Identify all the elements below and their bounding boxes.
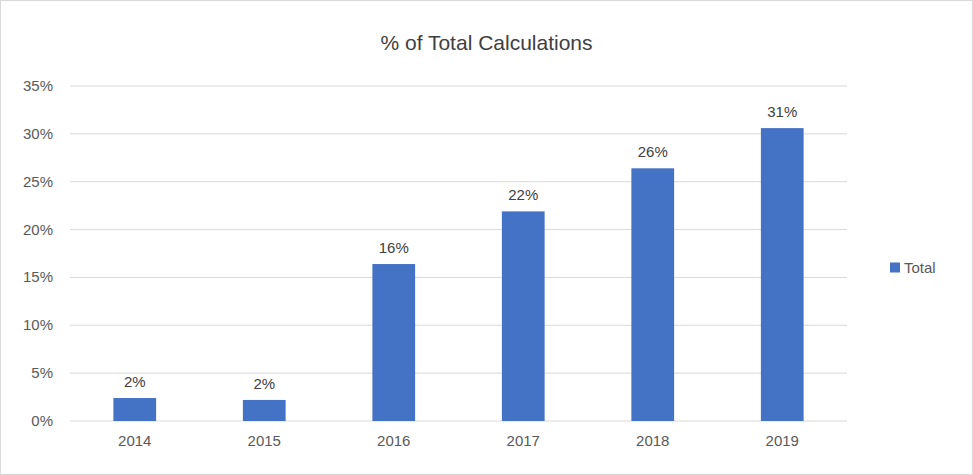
grid-line [70,86,847,87]
legend-swatch [890,263,900,273]
grid-line [70,421,847,422]
bar [631,168,674,421]
grid-line [70,181,847,182]
y-tick-label: 25% [23,173,53,190]
y-tick-label: 35% [23,77,53,94]
bar [113,398,156,421]
data-label: 2% [124,373,146,390]
title: % of Total Calculations [380,31,592,54]
chart-border [1,1,973,475]
x-tick-label: 2014 [118,432,151,449]
data-label: 31% [767,103,797,120]
y-tick-label: 15% [23,268,53,285]
data-label: 22% [508,186,538,203]
data-label: 2% [253,375,275,392]
bars [113,128,803,421]
bar [761,128,804,421]
legend-label: Total [904,259,936,276]
x-tick-label: 2018 [636,432,669,449]
y-tick-label: 10% [23,316,53,333]
grid-line [70,229,847,230]
data-label: 16% [379,239,409,256]
bar [502,211,545,421]
chart-container: % of Total Calculations 0% 5% 10% 15% 20% 25% 3… [0,0,973,475]
y-tick-label: 30% [23,125,53,142]
data-label: 26% [638,143,668,160]
x-tick-label: 2015 [248,432,281,449]
y-tick-label: 20% [23,221,53,238]
grid-line [70,277,847,278]
bar [243,400,286,421]
x-tick-label: 2016 [377,432,410,449]
data-labels: 2% 2% 16% 22% 26% 31% [124,103,797,392]
bar [372,264,415,421]
chart: % of Total Calculations 0% 5% 10% 15% 20% 25% 3… [0,0,973,475]
grid-line [70,133,847,134]
x-tick-label: 2019 [766,432,799,449]
y-tick-label: 5% [31,364,53,381]
grid-line [70,373,847,374]
grid-line [70,325,847,326]
x-tick-label: 2017 [507,432,540,449]
y-tick-label: 0% [31,412,53,429]
